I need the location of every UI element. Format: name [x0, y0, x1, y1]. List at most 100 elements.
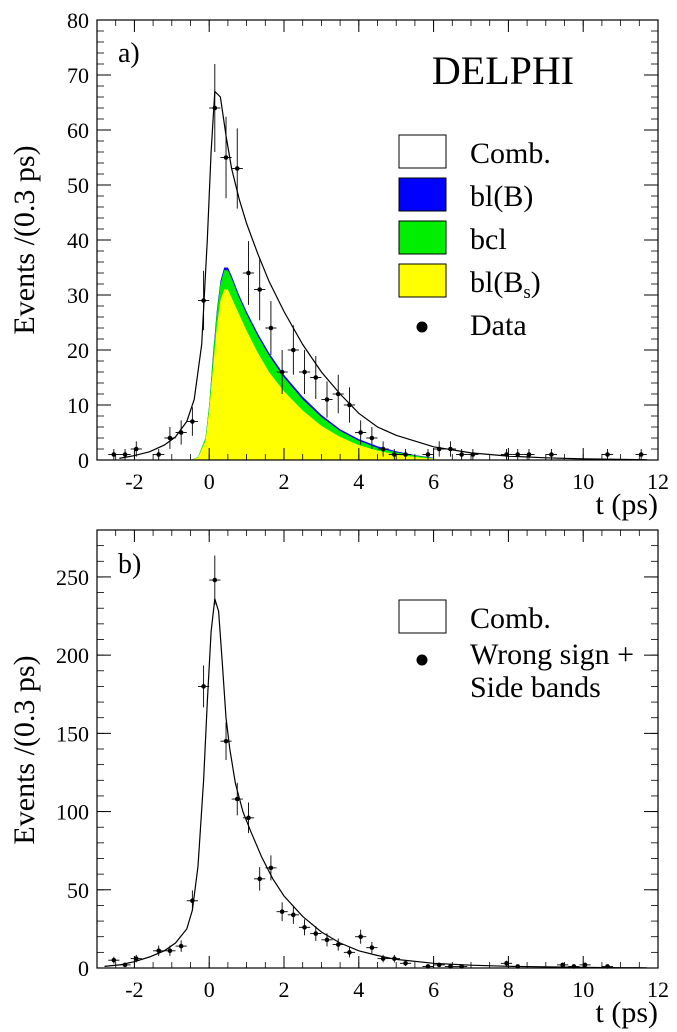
panel-b-y-tick-label: 0	[78, 956, 89, 981]
panel-a-data-point	[178, 430, 184, 435]
panel-a-y-tick-label: 0	[78, 448, 89, 473]
panel-a-y-tick-label: 10	[67, 393, 89, 418]
panel-a-data-point	[291, 347, 296, 353]
panel-a-y-tick-label: 30	[67, 283, 89, 308]
panel-b-x-tick-label: 4	[353, 977, 364, 1002]
panel-a-data-point	[257, 287, 262, 292]
panel-b-data-point	[369, 945, 375, 950]
panel-b-data-point	[403, 961, 408, 966]
panel-a-data-point	[403, 452, 408, 457]
panel-a-data-point	[380, 446, 386, 452]
panel-a-x-axis: -2 0 2 4 6 8 10 12	[96, 20, 669, 494]
panel-a-x-tick-label: 8	[503, 469, 514, 494]
panel-b-x-tick-label: 12	[647, 977, 669, 1002]
panel-a-label: a)	[118, 38, 140, 69]
panel-a-data-point	[111, 452, 117, 457]
panel-b-frame	[96, 529, 659, 969]
panel-a-fill-layers	[190, 267, 434, 460]
legend-dot-wrong-sign	[416, 654, 428, 666]
panel-a-data-point	[504, 452, 509, 457]
legend-swatch-bl-b	[398, 177, 447, 212]
panel-a-data-point	[515, 452, 521, 457]
panel-b-x-tick-label: 2	[279, 977, 290, 1002]
panel-a-data-point	[167, 435, 173, 441]
panel-a-data-point	[234, 166, 240, 171]
panel-b-data-point	[133, 956, 139, 961]
panel-b-y-tick-label: 150	[56, 721, 89, 746]
panel-a-data-point	[335, 391, 341, 397]
panel-b-data-point	[257, 876, 262, 882]
panel-a-data-point	[369, 435, 375, 441]
panel-b-label: b)	[118, 549, 141, 580]
panel-a-data-point	[470, 452, 476, 457]
legend-swatch-bcl	[398, 220, 447, 255]
panel-b-data-point	[223, 738, 229, 744]
legend-label-bl-b: bl(B)	[470, 180, 533, 213]
legend-label-bl-bs: bl(Bs)	[470, 266, 541, 303]
panel-a-data-point	[392, 452, 397, 457]
panel-a-data-point	[436, 446, 442, 452]
panel-a-data-point	[246, 270, 251, 276]
fill-bl-bs	[190, 289, 434, 460]
panel-b-y-axis: 0 50 100 150 200 250	[56, 529, 658, 981]
panel-b-data-point	[279, 909, 285, 914]
panel-b-data-point	[358, 934, 363, 940]
panel-a-data-point	[223, 155, 229, 160]
panel-b-data-point	[122, 962, 128, 968]
panel-b-data-point	[380, 956, 386, 961]
panel-a-y-tick-label: 50	[67, 173, 89, 198]
panel-b-data-point	[291, 912, 296, 918]
panel-b-data-point	[324, 937, 330, 943]
panel-a-x-axis-label: t (ps)	[596, 488, 659, 521]
panel-a-x-tick-label: 10	[572, 469, 594, 494]
legend-label-data: Data	[470, 309, 527, 342]
panel-b-data-point	[156, 948, 162, 954]
panel-b-data-point	[246, 815, 251, 821]
panel-a-data-point	[347, 402, 352, 408]
panel-a-legend: Comb. bl(B) bcl bl(Bs) Data	[398, 134, 551, 342]
legend-swatch-comb	[398, 134, 447, 169]
panel-a-data-point	[313, 375, 319, 380]
panel-b-data-point	[347, 950, 352, 955]
panel-a-y-tick-label: 70	[67, 63, 89, 88]
panel-a-data-point	[638, 452, 644, 457]
panel-a-y-axis-label: Events /(0.3 ps)	[8, 145, 41, 334]
panel-b-data-point	[582, 962, 588, 968]
panel-b-y-tick-label: 100	[56, 800, 89, 825]
panel-b-data-point	[111, 957, 117, 963]
panel-a-y-axis: 0 10 20 30 40 50 60 70 80	[67, 8, 658, 473]
panel-b-y-tick-label: 50	[67, 878, 89, 903]
panel-b-y-tick-label: 200	[56, 643, 89, 668]
panel-a-data-point	[324, 397, 330, 402]
panel-a-data-point	[133, 446, 139, 452]
panel-b-data-point	[190, 898, 195, 904]
panel-a-data-point	[549, 452, 554, 457]
legend-label-bcl: bcl	[470, 223, 507, 256]
panel-a-data-point	[268, 325, 274, 331]
legend-swatch-bl-bs	[398, 263, 447, 298]
panel-a-y-tick-label: 60	[67, 118, 89, 143]
panel-a-data-point	[212, 105, 218, 111]
panel-a-x-tick-label: 12	[647, 469, 669, 494]
chart-title: DELPHI	[432, 48, 574, 93]
panel-a-data-point	[459, 452, 464, 457]
panel-a-data-point	[302, 369, 307, 375]
panel-a-x-tick-label: 4	[353, 469, 364, 494]
panel-b-data-point	[392, 956, 397, 961]
panel-b-data-point	[504, 961, 509, 966]
panel-a-y-tick-label: 40	[67, 228, 89, 253]
panel-b-x-axis: -2 0 2 4 6 8 10 12	[96, 530, 669, 1002]
panel-a-x-tick-label: -2	[125, 469, 143, 494]
panel-b-data-point	[313, 931, 319, 936]
panel-b-data-point	[212, 577, 218, 583]
panel-a-data-point	[190, 419, 195, 424]
legend-label-side-bands: Side bands	[470, 671, 601, 704]
panel-b-data-point	[234, 796, 240, 802]
panel-a-x-tick-label: 6	[428, 469, 439, 494]
panel-b-y-axis-label: Events /(0.3 ps)	[8, 655, 41, 844]
panel-b-chart: -2 0 2 4 6 8 10 12 0 50 100 150 200 250 b) t (ps) Ev…	[8, 529, 669, 1029]
panel-a-data-point	[201, 298, 206, 303]
panel-b-y-tick-label: 250	[56, 565, 89, 590]
